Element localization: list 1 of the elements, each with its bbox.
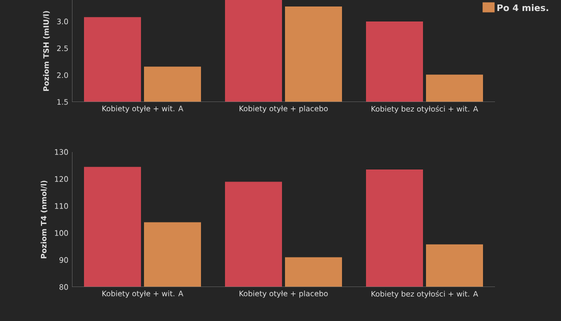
legend-label: Po 4 mies. [497,4,548,12]
